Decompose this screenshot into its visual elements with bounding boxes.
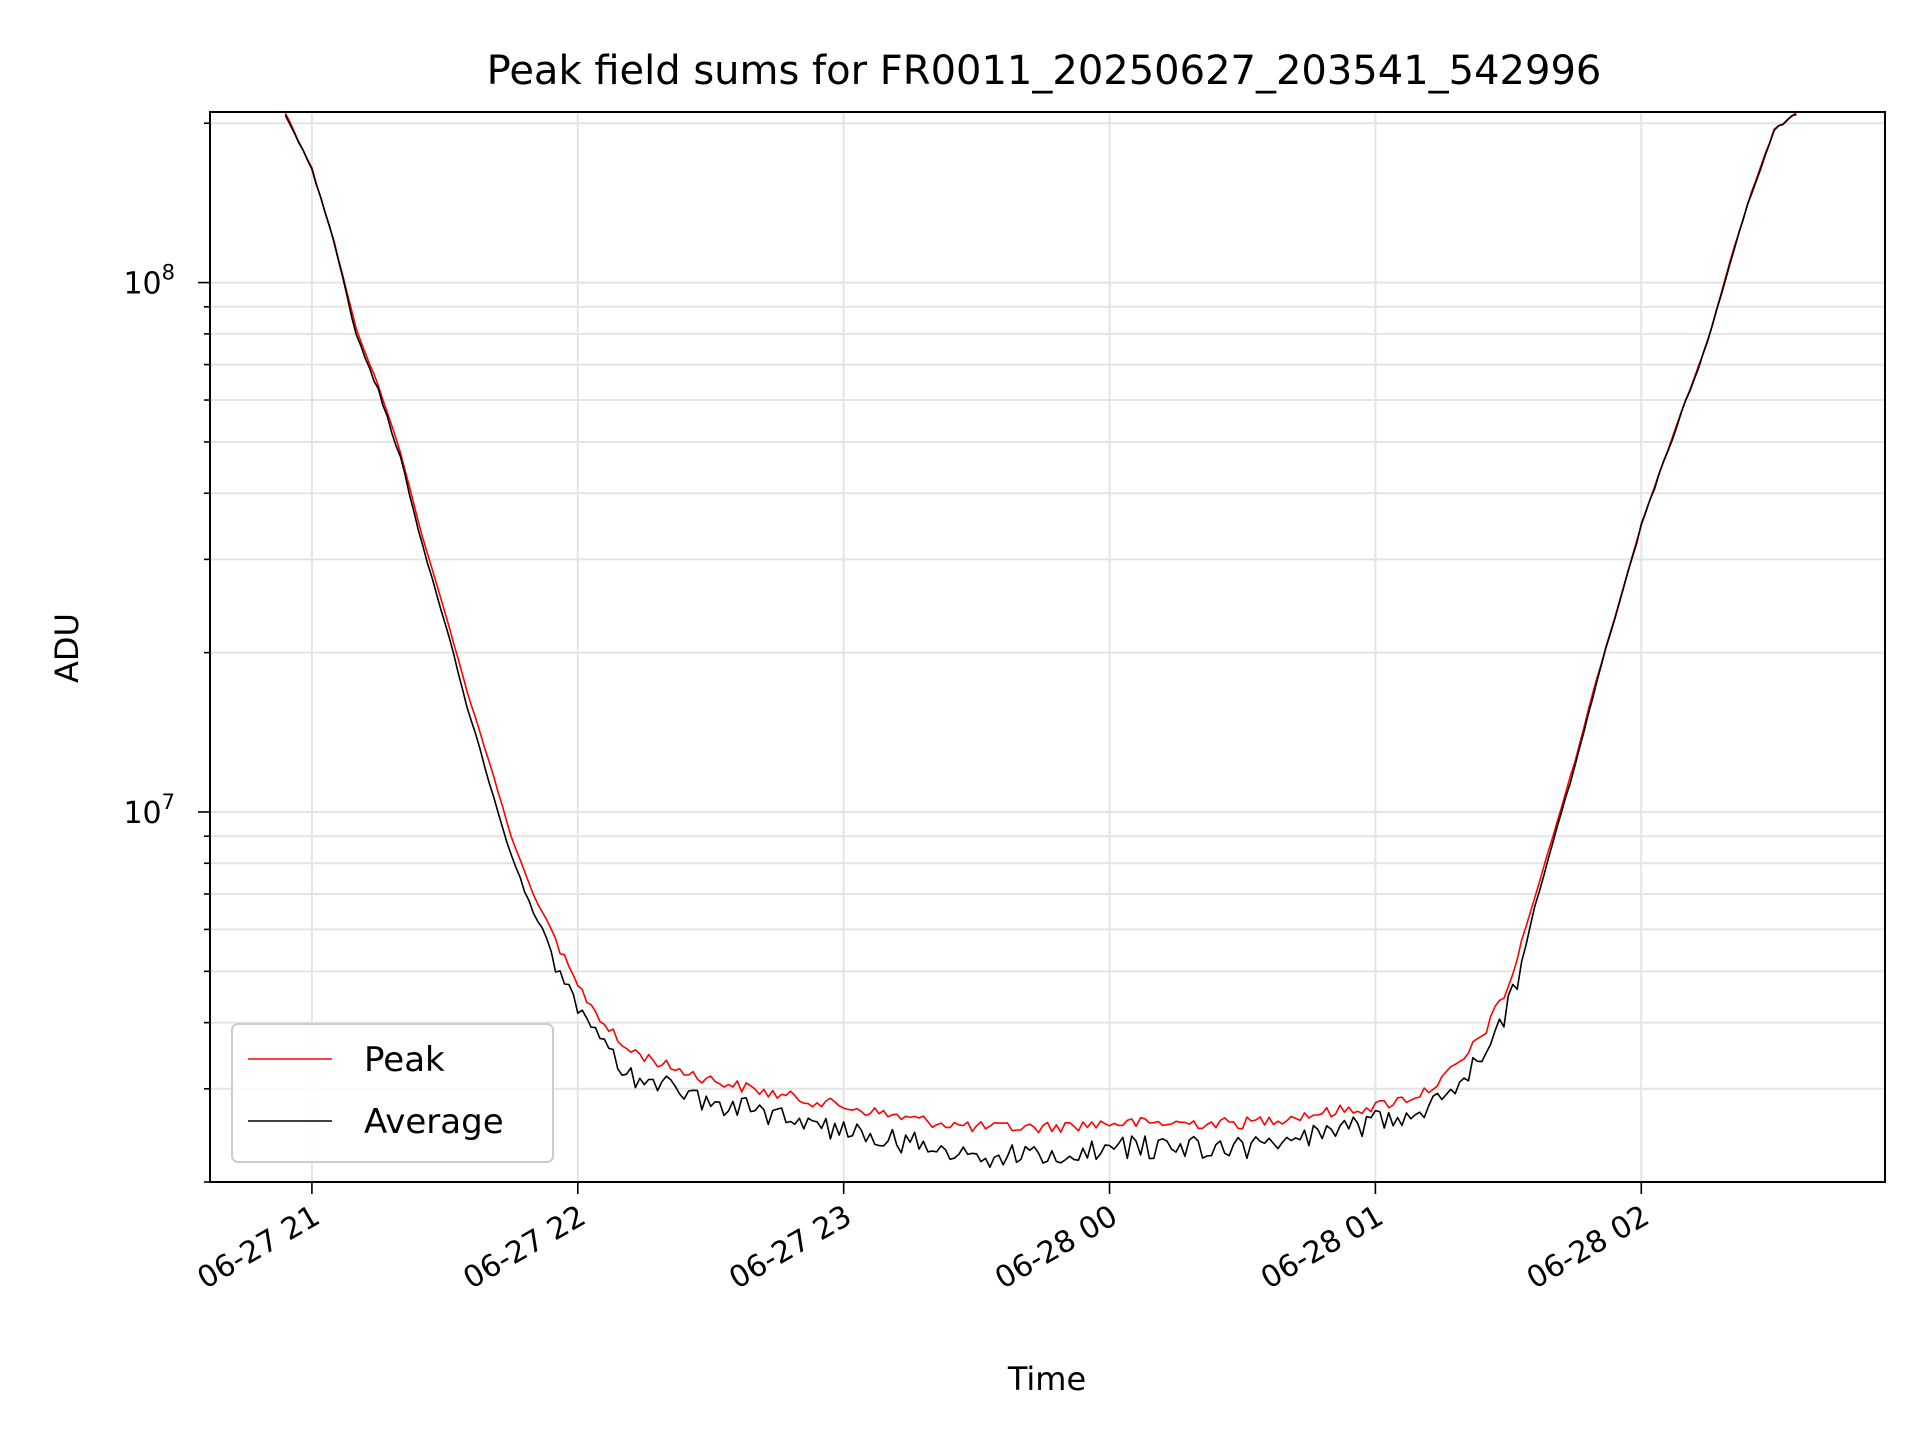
x-gridlines <box>310 112 1643 1182</box>
y-axis-ticks: 107 108 <box>123 122 210 1183</box>
legend: Peak Average <box>231 1023 554 1163</box>
series-layer <box>284 111 1797 1168</box>
legend-label-average: Average <box>364 1102 504 1142</box>
plot-area <box>209 111 1886 1183</box>
series-line-average <box>284 113 1797 1168</box>
y-tick-label: 107 <box>123 790 175 831</box>
chart-title: Peak field sums for FR0011_20250627_2035… <box>487 48 1602 94</box>
series-line-peak <box>284 111 1797 1134</box>
legend-label-peak: Peak <box>364 1040 445 1080</box>
y-gridlines <box>210 122 1885 1183</box>
y-axis-label: ADU <box>48 613 86 683</box>
plot-frame <box>209 111 1886 1183</box>
x-axis-label: Time <box>1007 1360 1086 1398</box>
y-tick-label: 108 <box>123 261 175 302</box>
